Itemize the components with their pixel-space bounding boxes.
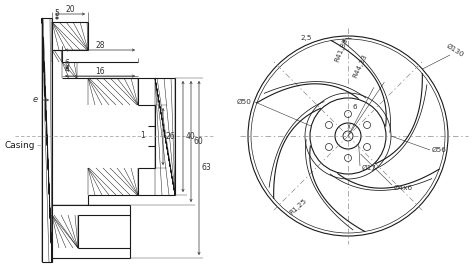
Text: R44,33: R44,33 [352, 53, 368, 79]
Text: 4: 4 [64, 65, 69, 75]
Text: R1,25: R1,25 [288, 198, 308, 216]
Bar [52, 50, 62, 62]
Bar [52, 215, 78, 248]
Text: 2,5: 2,5 [300, 35, 312, 41]
Text: Ø4x6: Ø4x6 [394, 185, 413, 191]
Bar [42, 18, 52, 262]
Bar [88, 168, 138, 195]
Text: Ø130: Ø130 [445, 42, 465, 58]
Text: 40: 40 [186, 132, 196, 141]
Text: 20: 20 [65, 4, 75, 14]
Bar [62, 62, 77, 78]
Bar [155, 78, 175, 195]
Text: e: e [33, 96, 38, 104]
Text: Casing: Casing [5, 140, 36, 150]
Bar [52, 22, 88, 50]
Text: 60: 60 [194, 137, 204, 146]
Text: 6: 6 [353, 104, 357, 110]
Text: 28: 28 [95, 42, 105, 50]
Text: 5: 5 [55, 9, 59, 17]
Text: 6: 6 [64, 60, 69, 68]
Bar [88, 78, 138, 105]
Text: R41,83: R41,83 [334, 37, 349, 63]
Text: Ø56: Ø56 [432, 147, 447, 153]
Text: Ø50: Ø50 [237, 99, 252, 105]
Text: 16: 16 [95, 68, 105, 76]
Text: Ø17: Ø17 [362, 165, 377, 171]
Text: 1: 1 [141, 132, 146, 140]
Text: 26: 26 [166, 132, 176, 141]
Text: 63: 63 [202, 163, 212, 173]
